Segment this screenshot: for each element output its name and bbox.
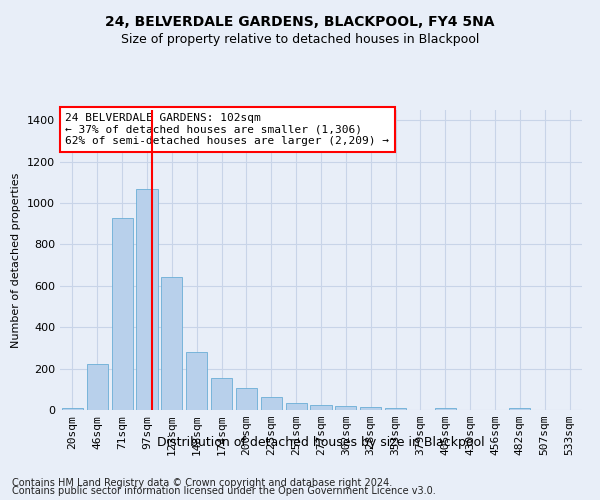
Bar (261, 396, 282, 410)
Text: Contains public sector information licensed under the Open Government Licence v3: Contains public sector information licen… (12, 486, 436, 496)
Bar (62, 408, 83, 410)
Bar (236, 388, 257, 410)
Y-axis label: Number of detached properties: Number of detached properties (11, 172, 22, 348)
Bar (87, 364, 108, 410)
Text: Distribution of detached houses by size in Blackpool: Distribution of detached houses by size … (157, 436, 485, 449)
Bar (509, 408, 530, 410)
Bar (186, 352, 207, 410)
Bar (161, 276, 182, 410)
Bar (112, 218, 133, 410)
Bar (360, 407, 381, 410)
Bar (136, 188, 158, 410)
Bar (335, 406, 356, 410)
Bar (211, 378, 232, 410)
Text: Size of property relative to detached houses in Blackpool: Size of property relative to detached ho… (121, 32, 479, 46)
Bar (286, 403, 307, 410)
Text: 24 BELVERDALE GARDENS: 102sqm
← 37% of detached houses are smaller (1,306)
62% o: 24 BELVERDALE GARDENS: 102sqm ← 37% of d… (65, 113, 389, 146)
Bar (385, 408, 406, 410)
Text: Contains HM Land Registry data © Crown copyright and database right 2024.: Contains HM Land Registry data © Crown c… (12, 478, 392, 488)
Text: 24, BELVERDALE GARDENS, BLACKPOOL, FY4 5NA: 24, BELVERDALE GARDENS, BLACKPOOL, FY4 5… (105, 15, 495, 29)
Bar (310, 406, 332, 410)
Bar (435, 408, 456, 410)
